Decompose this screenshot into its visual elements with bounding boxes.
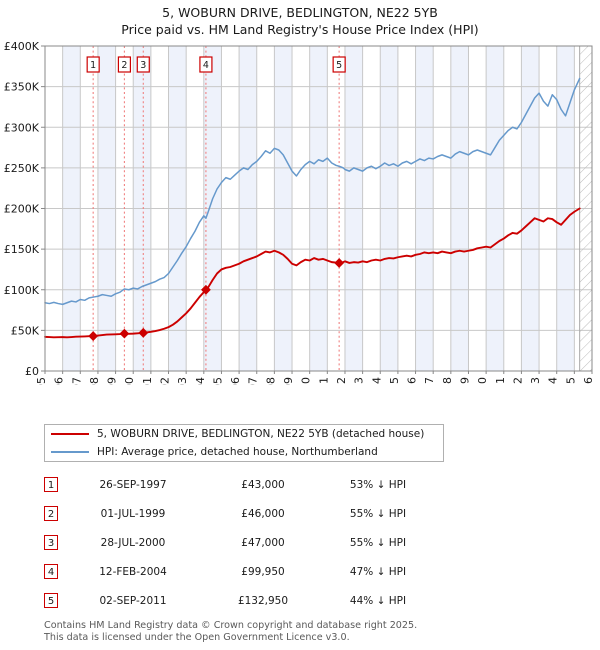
svg-text:£250K: £250K [4, 162, 40, 175]
footer-line-1: Contains HM Land Registry data © Crown c… [44, 620, 418, 631]
svg-text:1998: 1998 [88, 377, 101, 385]
row-date: 28-JUL-2000 [100, 536, 166, 549]
svg-text:2006: 2006 [229, 377, 242, 385]
svg-text:£0: £0 [25, 365, 39, 378]
row-date: 26-SEP-1997 [99, 478, 167, 491]
svg-text:2016: 2016 [406, 377, 419, 385]
svg-text:2012: 2012 [335, 377, 348, 385]
row-date: 12-FEB-2004 [99, 565, 167, 578]
svg-text:2011: 2011 [317, 377, 330, 385]
row-date: 02-SEP-2011 [99, 594, 167, 607]
svg-text:2013: 2013 [353, 377, 366, 385]
svg-text:2025: 2025 [564, 377, 577, 385]
svg-text:2021: 2021 [494, 377, 507, 385]
row-date: 01-JUL-1999 [100, 507, 166, 520]
row-badge: 3 [44, 535, 58, 550]
svg-text:1: 1 [90, 60, 96, 71]
svg-text:2004: 2004 [194, 377, 207, 385]
table-row[interactable]: 3 28-JUL-2000 £47,000 55% ↓ HPI [44, 528, 464, 557]
transaction-marker-lines [92, 46, 340, 371]
svg-text:2022: 2022 [511, 377, 524, 385]
svg-text:2005: 2005 [211, 377, 224, 385]
row-price: £46,000 [241, 507, 285, 520]
svg-text:1995: 1995 [35, 377, 48, 385]
row-hpi-delta: 44% ↓ HPI [349, 594, 407, 607]
transaction-flags: 1 2 3 4 5 [86, 56, 346, 73]
svg-text:1996: 1996 [53, 377, 66, 385]
footer-line-2: This data is licensed under the Open Gov… [44, 631, 350, 643]
y-axis-labels: £0 £50K £100K £150K £200K £250K £300K £350K £400… [4, 40, 45, 378]
row-price: £43,000 [241, 478, 285, 491]
row-hpi-delta: 53% ↓ HPI [349, 478, 407, 491]
row-badge: 2 [44, 506, 58, 521]
svg-text:£100K: £100K [4, 284, 40, 297]
chart-subtitle: Price paid vs. HM Land Registry's House … [121, 22, 479, 37]
legend-swatch-property [51, 433, 89, 435]
svg-text:2017: 2017 [423, 377, 436, 385]
row-price: £47,000 [241, 536, 285, 549]
svg-text:2014: 2014 [370, 377, 383, 385]
svg-text:2019: 2019 [458, 377, 471, 385]
row-hpi-delta: 55% ↓ HPI [349, 536, 407, 549]
svg-text:2026: 2026 [582, 377, 595, 385]
table-row[interactable]: 2 01-JUL-1999 £46,000 55% ↓ HPI [44, 499, 464, 528]
transaction-point-markers [88, 258, 345, 341]
row-badge: 5 [44, 593, 58, 608]
table-row[interactable]: 1 26-SEP-1997 £43,000 53% ↓ HPI [44, 470, 464, 499]
svg-text:2020: 2020 [476, 377, 489, 385]
legend-item-property: 5, WOBURN DRIVE, BEDLINGTON, NE22 5YB (d… [45, 425, 443, 443]
svg-text:£50K: £50K [11, 324, 40, 337]
x-axis-labels: 1995 1996 1997 1998 1999 2000 2001 2002 2003 2004… [35, 371, 595, 385]
svg-text:2007: 2007 [247, 377, 260, 385]
svg-text:2018: 2018 [441, 377, 454, 385]
svg-text:£150K: £150K [4, 243, 40, 256]
series-paths [44, 77, 581, 339]
chart-legend: 5, WOBURN DRIVE, BEDLINGTON, NE22 5YB (d… [44, 424, 444, 462]
svg-text:5: 5 [336, 60, 342, 71]
row-hpi-delta: 47% ↓ HPI [349, 565, 407, 578]
svg-text:1999: 1999 [106, 377, 119, 385]
row-price: £132,950 [237, 594, 289, 607]
svg-text:2002: 2002 [159, 377, 172, 385]
copyright-footer: Contains HM Land Registry data © Crown c… [44, 620, 564, 643]
legend-swatch-hpi [51, 451, 89, 453]
svg-text:2009: 2009 [282, 377, 295, 385]
row-hpi-delta: 55% ↓ HPI [349, 507, 407, 520]
svg-text:2003: 2003 [176, 377, 189, 385]
svg-text:£300K: £300K [4, 121, 40, 134]
svg-text:£200K: £200K [4, 203, 40, 216]
page-title: 5, WOBURN DRIVE, BEDLINGTON, NE22 5YB Pr… [0, 4, 600, 38]
svg-text:3: 3 [140, 60, 146, 71]
svg-text:2023: 2023 [529, 377, 542, 385]
svg-text:2000: 2000 [123, 377, 136, 385]
transactions-table: 1 26-SEP-1997 £43,000 53% ↓ HPI 2 01-JUL… [44, 470, 464, 615]
svg-text:£400K: £400K [4, 40, 40, 53]
svg-text:2008: 2008 [264, 377, 277, 385]
legend-item-hpi: HPI: Average price, detached house, Nort… [45, 443, 443, 461]
chart-title: 5, WOBURN DRIVE, BEDLINGTON, NE22 5YB [162, 5, 438, 20]
table-row[interactable]: 4 12-FEB-2004 £99,950 47% ↓ HPI [44, 557, 464, 586]
row-badge: 4 [44, 564, 58, 579]
chart-canvas: 1 2 3 4 5 £0 £50K £100K £150K £200K £250K £300K £35… [4, 40, 595, 385]
row-badge: 1 [44, 477, 58, 492]
svg-text:4: 4 [203, 60, 209, 71]
svg-text:2024: 2024 [547, 377, 560, 385]
svg-text:£350K: £350K [4, 81, 40, 94]
table-row[interactable]: 5 02-SEP-2011 £132,950 44% ↓ HPI [44, 586, 464, 615]
forecast-hatch-region [579, 45, 593, 372]
svg-text:1997: 1997 [70, 377, 83, 385]
svg-text:2015: 2015 [388, 377, 401, 385]
row-price: £99,950 [241, 565, 285, 578]
legend-label-hpi: HPI: Average price, detached house, Nort… [97, 446, 378, 458]
legend-label-property: 5, WOBURN DRIVE, BEDLINGTON, NE22 5YB (d… [97, 428, 425, 440]
svg-text:2001: 2001 [141, 377, 154, 385]
price-history-chart: 1 2 3 4 5 £0 £50K £100K £150K £200K £250K £300K £35… [0, 40, 600, 385]
svg-text:2010: 2010 [300, 377, 313, 385]
svg-text:2: 2 [121, 60, 127, 71]
